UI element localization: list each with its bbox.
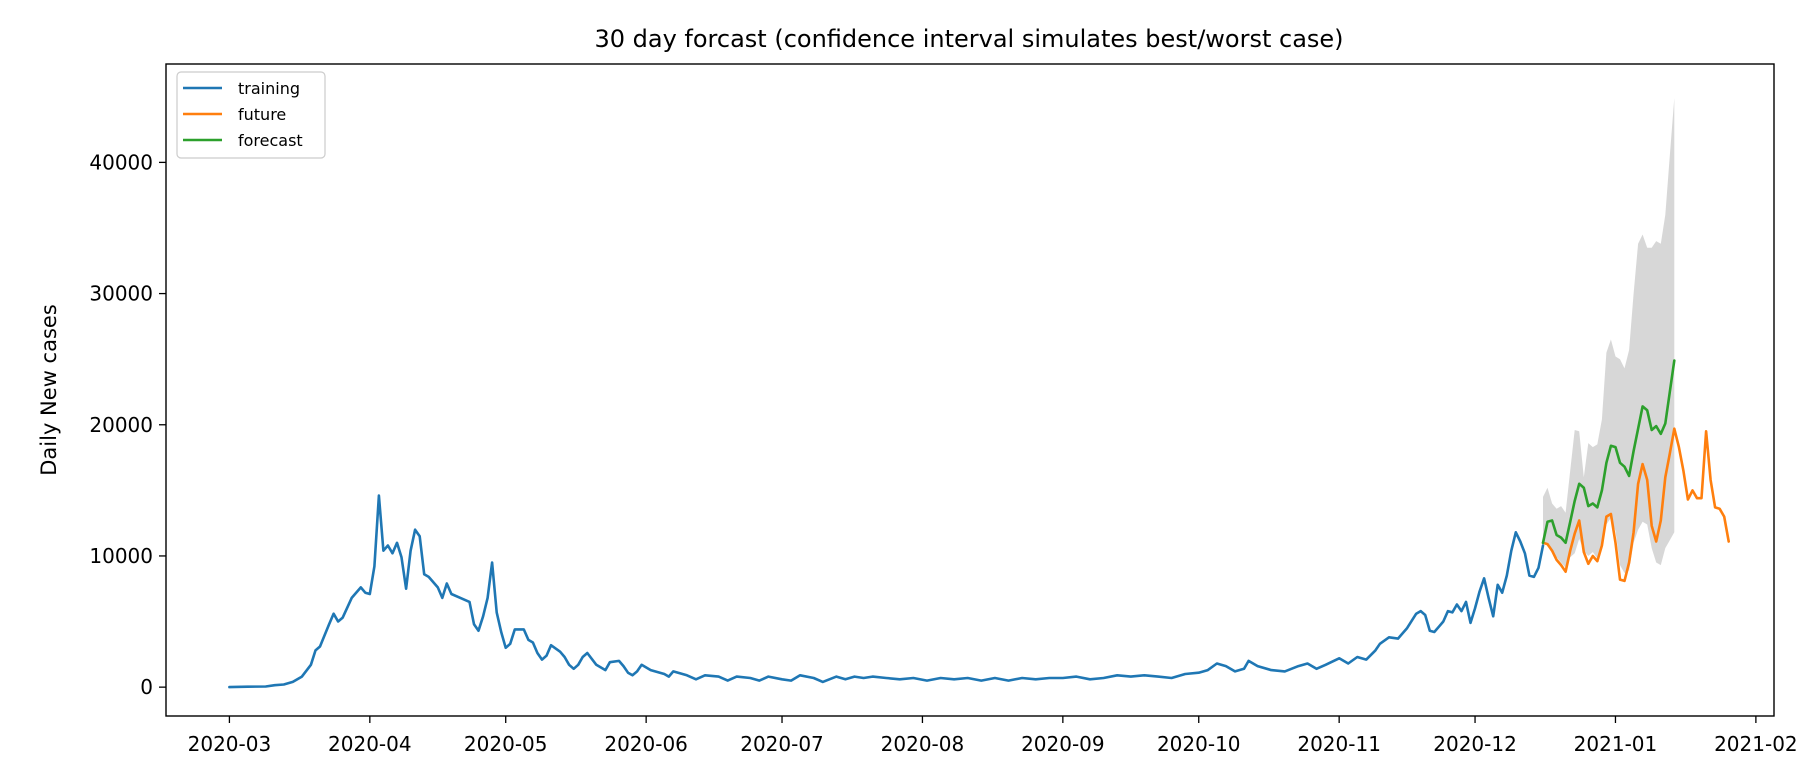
y-tick-label: 0 — [140, 675, 153, 699]
confidence-interval-layer — [1543, 98, 1675, 573]
x-tick-label: 2020-10 — [1157, 732, 1241, 756]
legend-label-future: future — [238, 105, 286, 124]
legend: training future forecast — [176, 71, 326, 159]
x-tick-label: 2020-06 — [604, 732, 688, 756]
x-tick-label: 2020-03 — [188, 732, 272, 756]
x-tick-label: 2020-08 — [881, 732, 965, 756]
y-tick-label: 20000 — [89, 413, 153, 437]
plot-area — [228, 98, 1730, 689]
legend-label-training: training — [238, 79, 300, 98]
series-line-forecast — [1541, 359, 1676, 545]
x-tick-label: 2020-07 — [740, 732, 824, 756]
x-tick-label: 2020-05 — [464, 732, 548, 756]
series-line-training — [228, 494, 1545, 689]
y-tick-label: 30000 — [89, 282, 153, 306]
legend-label-forecast: forecast — [238, 131, 303, 150]
x-tick-label: 2020-11 — [1297, 732, 1381, 756]
series-line-future — [1541, 427, 1730, 583]
y-axis-label: Daily New cases — [37, 304, 61, 476]
axes-frame — [165, 63, 1775, 717]
confidence-interval-band — [1543, 98, 1675, 573]
x-tick-label: 2020-09 — [1021, 732, 1105, 756]
y-tick-label: 10000 — [89, 544, 153, 568]
y-axis: 0 10000 20000 30000 40000 — [89, 150, 166, 699]
chart-title: 30 day forcast (confidence interval simu… — [594, 25, 1343, 53]
x-tick-label: 2020-12 — [1433, 732, 1517, 756]
x-tick-label: 2021-01 — [1574, 732, 1658, 756]
y-tick-label: 40000 — [89, 150, 153, 174]
legend-box — [176, 71, 326, 159]
x-tick-label: 2020-04 — [328, 732, 412, 756]
series-layer — [228, 359, 1730, 689]
x-axis: 2020-03 2020-04 2020-05 2020-06 2020-07 2020-… — [188, 716, 1798, 756]
x-tick-label: 2021-02 — [1714, 732, 1798, 756]
